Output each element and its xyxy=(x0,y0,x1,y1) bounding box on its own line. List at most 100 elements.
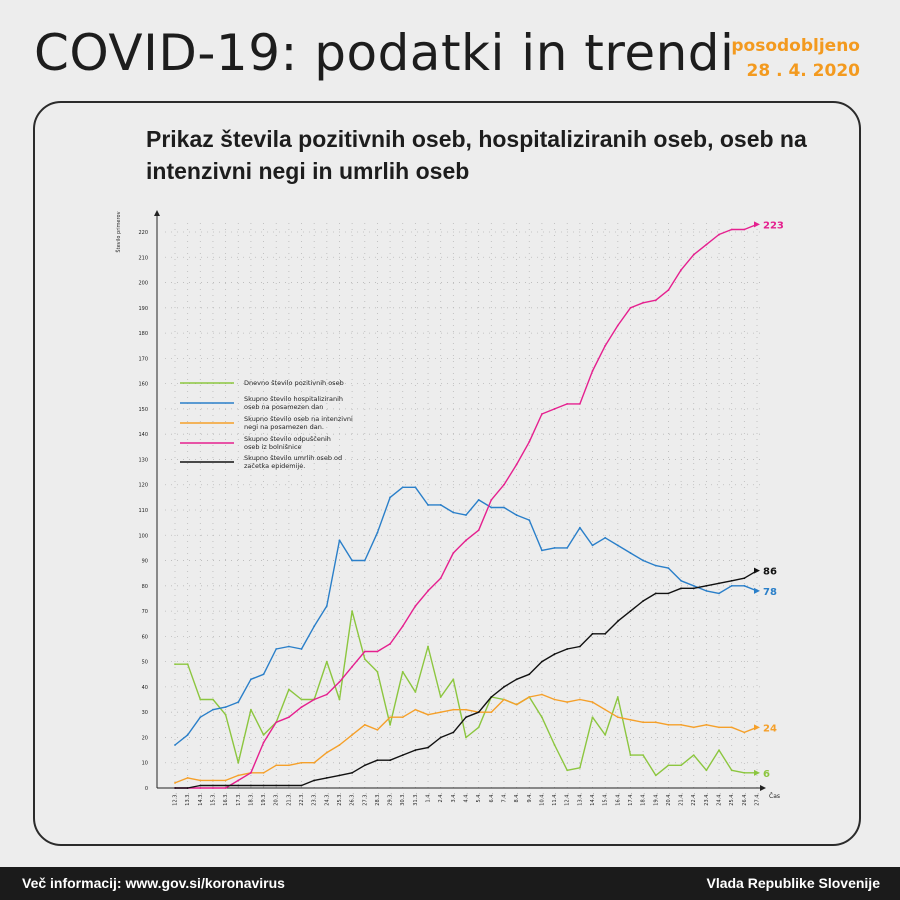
data-point-black xyxy=(578,645,581,648)
data-point-orange xyxy=(275,764,278,767)
data-point-black xyxy=(654,592,657,595)
data-point-pink xyxy=(414,605,417,607)
data-point-pink xyxy=(616,324,619,327)
legend-item-pink: Skupno število odpuščenih oseb iz bolnišn… xyxy=(180,435,331,451)
data-point-blue xyxy=(667,567,670,570)
data-point-pink xyxy=(654,299,657,302)
data-point-blue xyxy=(325,605,328,607)
x-tick-label: 14.3. xyxy=(198,793,204,806)
data-point-green xyxy=(730,769,733,772)
data-point-black xyxy=(250,784,252,787)
data-point-pink xyxy=(705,243,708,246)
x-tick-label: 5.4. xyxy=(476,793,482,803)
y-tick-label: 110 xyxy=(138,508,148,514)
data-point-blue xyxy=(642,559,645,562)
data-point-black xyxy=(465,716,467,719)
data-point-pink xyxy=(250,771,252,774)
data-point-black xyxy=(452,731,455,734)
x-tick-label: 15.4. xyxy=(603,793,609,806)
data-point-pink xyxy=(642,301,645,304)
data-point-pink xyxy=(376,650,379,653)
x-tick-label: 26.3. xyxy=(350,793,356,806)
data-point-orange xyxy=(338,744,341,746)
footer: Več informacij: www.gov.si/koronavirus V… xyxy=(0,867,900,900)
x-tick-label: 14.4. xyxy=(590,793,596,806)
legend-item-black: Skupno število umrlih oseb od začetka epi… xyxy=(180,454,342,470)
data-point-black xyxy=(174,787,176,789)
data-point-black xyxy=(389,759,391,762)
y-tick-label: 60 xyxy=(142,634,148,640)
data-point-pink xyxy=(300,706,303,709)
x-tick-label: 11.4. xyxy=(552,793,558,806)
data-point-black xyxy=(300,784,303,787)
legend-item-blue: Skupno število hospitaliziranih oseb na p… xyxy=(180,395,343,411)
data-point-pink xyxy=(325,693,328,696)
x-tick-label: 23.4. xyxy=(704,793,710,806)
data-point-pink xyxy=(199,787,202,789)
data-point-black xyxy=(604,632,607,635)
footer-government: Vlada Republike Slovenije xyxy=(706,875,880,891)
data-point-black xyxy=(186,787,189,789)
data-point-pink xyxy=(351,665,354,668)
data-point-blue xyxy=(654,564,657,567)
data-point-pink xyxy=(465,539,467,542)
x-tick-label: 21.4. xyxy=(679,793,685,806)
data-point-green xyxy=(363,658,366,661)
data-point-orange xyxy=(541,693,543,696)
data-point-orange xyxy=(325,751,328,754)
data-point-blue xyxy=(262,673,265,676)
x-tick-label: 16.3. xyxy=(223,793,229,806)
data-point-green xyxy=(401,670,404,673)
data-point-green xyxy=(566,769,569,772)
data-point-green xyxy=(692,754,695,757)
data-point-green xyxy=(629,754,632,757)
legend-label: Dnevno število pozitivnih oseb xyxy=(244,379,344,387)
data-point-pink xyxy=(452,552,455,554)
data-point-orange xyxy=(287,764,290,767)
data-point-orange xyxy=(730,726,733,729)
data-point-black xyxy=(503,686,505,688)
updated-label: posodobljeno xyxy=(731,36,860,56)
series-end-label-black: 86 xyxy=(763,567,777,578)
data-point-blue xyxy=(465,514,467,516)
data-point-black xyxy=(287,784,290,787)
x-tick-label: 13.4. xyxy=(577,793,583,806)
data-point-orange xyxy=(212,779,214,782)
series-end-label-pink: 223 xyxy=(763,220,784,231)
data-point-blue xyxy=(730,584,733,587)
x-tick-label: 3.4. xyxy=(451,793,457,803)
data-point-green xyxy=(325,660,328,663)
data-point-black xyxy=(338,774,341,777)
data-point-orange xyxy=(616,716,619,719)
series-end-arrow-orange xyxy=(754,724,760,731)
data-point-blue xyxy=(401,486,404,489)
y-tick-label: 0 xyxy=(145,786,148,792)
data-point-green xyxy=(237,761,240,764)
x-tick-label: 19.3. xyxy=(261,793,267,806)
data-point-orange xyxy=(300,761,303,764)
data-point-black xyxy=(642,600,645,602)
data-point-blue xyxy=(363,559,366,562)
data-point-orange xyxy=(667,723,670,726)
x-tick-label: 30.3. xyxy=(400,793,406,806)
data-point-green xyxy=(654,774,657,777)
data-point-pink xyxy=(338,680,341,683)
data-point-pink xyxy=(604,344,607,347)
data-point-blue xyxy=(237,701,240,703)
y-tick-label: 10 xyxy=(142,761,148,767)
data-point-green xyxy=(477,726,480,729)
data-point-orange xyxy=(591,701,594,703)
x-axis-arrow xyxy=(760,785,766,791)
data-point-pink xyxy=(477,529,480,532)
data-point-blue xyxy=(287,645,290,648)
data-point-pink xyxy=(730,228,733,231)
data-point-black xyxy=(439,736,442,739)
data-point-green xyxy=(427,645,429,648)
data-point-black xyxy=(730,579,733,582)
x-tick-label: 18.3. xyxy=(248,793,254,806)
data-point-blue xyxy=(566,547,569,549)
data-point-green xyxy=(174,663,176,666)
data-point-pink xyxy=(313,698,316,701)
data-point-orange xyxy=(452,708,455,711)
